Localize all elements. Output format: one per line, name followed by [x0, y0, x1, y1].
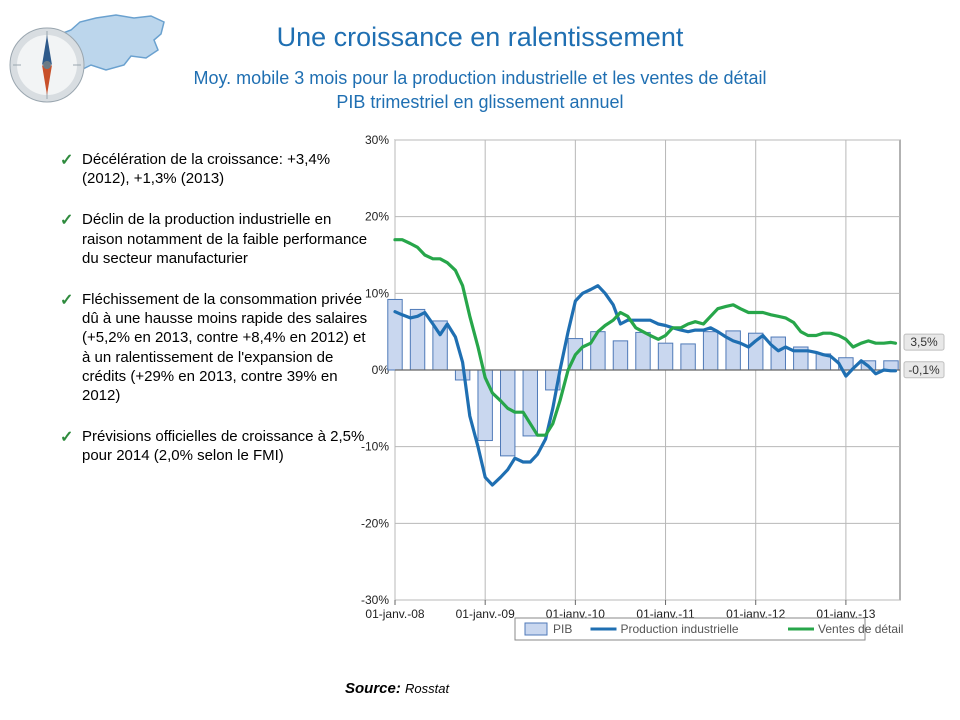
growth-chart: -30% -20% -10% 0% 10% 20% 30% 01-janv.-08 01-jan…	[345, 130, 950, 660]
source-value: Rosstat	[405, 681, 449, 696]
bullet-item: Décélération de la croissance: +3,4% (20…	[60, 150, 370, 188]
page-title: Une croissance en ralentissement	[0, 22, 960, 53]
svg-text:3,5%: 3,5%	[910, 335, 938, 349]
page-subtitle-1: Moy. mobile 3 mois pour la production in…	[0, 68, 960, 89]
svg-text:-0,1%: -0,1%	[908, 363, 940, 377]
bullet-item: Fléchissement de la consommation privée …	[60, 290, 370, 405]
bullet-item: Prévisions officielles de croissance à 2…	[60, 427, 370, 465]
svg-text:20%: 20%	[365, 210, 389, 224]
svg-text:30%: 30%	[365, 133, 389, 147]
svg-text:01-janv.-09: 01-janv.-09	[456, 607, 515, 621]
svg-text:10%: 10%	[365, 286, 389, 300]
svg-text:-30%: -30%	[361, 593, 389, 607]
svg-text:PIB: PIB	[553, 622, 572, 636]
svg-text:01-janv.-08: 01-janv.-08	[365, 607, 424, 621]
svg-text:Ventes de détail: Ventes de détail	[818, 622, 903, 636]
svg-text:Production industrielle: Production industrielle	[621, 622, 739, 636]
svg-text:-10%: -10%	[361, 440, 389, 454]
svg-text:-20%: -20%	[361, 516, 389, 530]
bullet-item: Déclin de la production industrielle en …	[60, 210, 370, 268]
source-label: Source:	[345, 680, 405, 697]
svg-text:0%: 0%	[372, 363, 390, 377]
page-subtitle-2: PIB trimestriel en glissement annuel	[0, 92, 960, 113]
bullet-list: Décélération de la croissance: +3,4% (20…	[20, 150, 370, 487]
source-line: Source: Rosstat	[345, 680, 449, 697]
